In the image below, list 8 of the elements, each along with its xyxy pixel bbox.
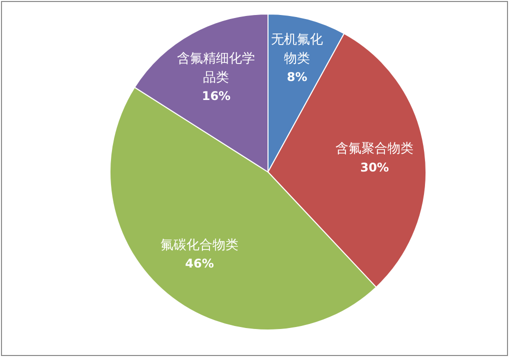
slice-label: 氟碳化合物类 bbox=[160, 238, 239, 253]
data-label: 46% bbox=[185, 256, 214, 271]
slice-label: 无机氟化物类 bbox=[271, 32, 324, 66]
slice-label: 含氟聚合物类 bbox=[336, 142, 414, 157]
data-label: 16% bbox=[202, 89, 231, 104]
data-label: 8% bbox=[286, 70, 308, 84]
slice-label: 含氟精细化学品类 bbox=[177, 51, 256, 86]
data-label: 30% bbox=[360, 160, 389, 174]
